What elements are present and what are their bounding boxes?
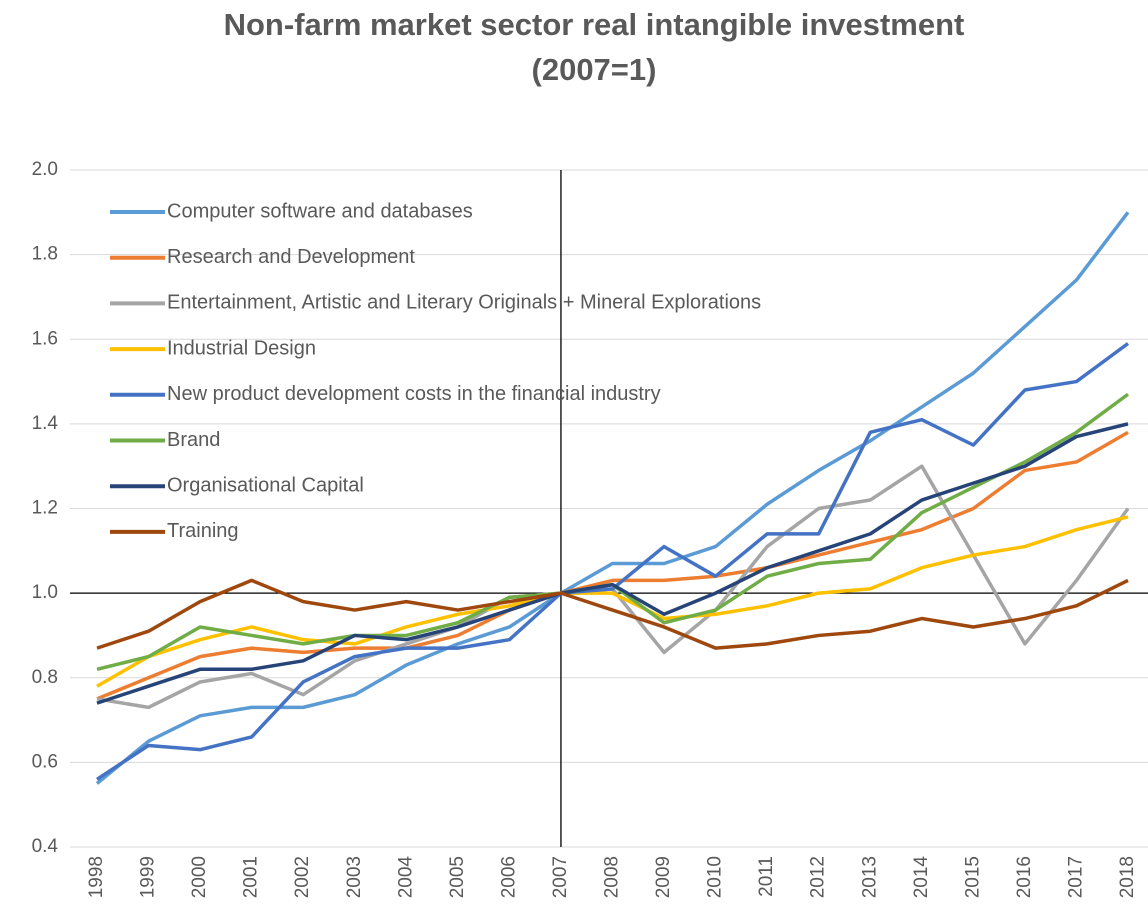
x-tick-label: 2008	[602, 856, 623, 898]
legend-label: Organisational Capital	[167, 474, 364, 496]
series-line	[96, 515, 1129, 688]
series-line	[96, 430, 1129, 701]
y-tick-label: 0.4	[32, 836, 59, 857]
series-line	[95, 211, 1130, 785]
series-line	[96, 422, 1129, 705]
x-tick-label: 1999	[138, 856, 159, 898]
legend-label: Training	[167, 520, 239, 542]
series-line	[96, 342, 1130, 781]
x-tick-label: 2004	[395, 856, 416, 899]
y-tick-label: 0.8	[32, 667, 58, 688]
x-tick-label: 2012	[808, 856, 829, 898]
y-tick-label: 1.2	[32, 498, 58, 519]
x-tick-label: 2003	[344, 856, 365, 898]
x-tick-label: 2005	[447, 856, 468, 898]
x-tick-label: 2018	[1117, 856, 1138, 898]
x-tick-label: 2006	[498, 856, 519, 898]
legend-label: New product development costs in the fin…	[167, 383, 661, 405]
x-tick-label: 2010	[705, 856, 726, 898]
y-tick-label: 1.4	[32, 413, 59, 434]
x-tick-label: 2001	[241, 856, 262, 898]
x-tick-label: 2014	[911, 856, 932, 899]
x-tick-label: 2007	[550, 856, 571, 898]
legend-label: Entertainment, Artistic and Literary Ori…	[167, 292, 761, 314]
y-tick-label: 1.6	[32, 328, 58, 349]
y-tick-label: 1.8	[32, 244, 58, 265]
legend-label: Industrial Design	[167, 337, 316, 359]
y-tick-label: 2.0	[32, 159, 58, 180]
y-tick-label: 0.6	[32, 751, 58, 772]
x-tick-label: 2013	[859, 856, 880, 898]
y-tick-label: 1.0	[32, 582, 58, 603]
x-tick-label: 2000	[189, 856, 210, 898]
x-tick-label: 2002	[292, 856, 313, 898]
series-line	[96, 578, 1129, 650]
legend-label: Computer software and databases	[167, 200, 473, 222]
legend-label: Brand	[167, 429, 220, 451]
x-tick-label: 2015	[962, 856, 983, 898]
x-tick-label: 2009	[653, 856, 674, 898]
chart-title: Non-farm market sector real intangible i…	[224, 7, 965, 42]
x-tick-label: 2017	[1065, 856, 1086, 898]
chart-title: (2007=1)	[532, 52, 657, 87]
x-tick-label: 2016	[1014, 856, 1035, 898]
x-tick-label: 2011	[756, 856, 777, 897]
x-tick-label: 1998	[86, 856, 107, 898]
legend-label: Research and Development	[167, 246, 415, 268]
